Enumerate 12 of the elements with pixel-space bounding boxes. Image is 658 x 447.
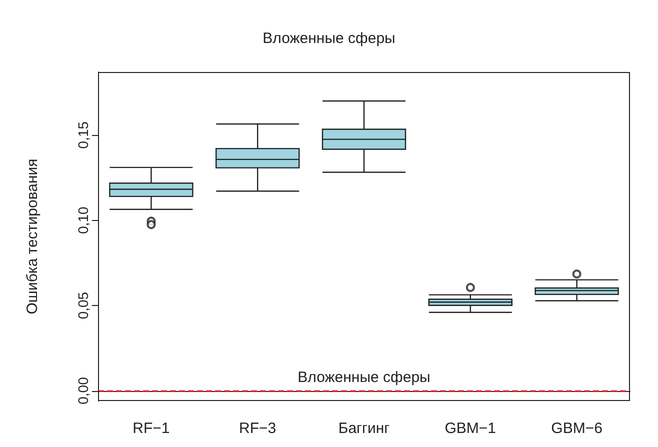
ref-line-label: Вложенные сферы — [298, 368, 430, 386]
y-axis-title: Ошибка тестирования — [24, 158, 41, 314]
y-tick-label: 0,15 — [75, 121, 91, 149]
y-tick-label: 0,05 — [75, 292, 91, 320]
x-tick-label: GBM−6 — [551, 420, 602, 437]
x-tick-label: GBM−1 — [444, 420, 496, 437]
y-tick-label: 0,00 — [75, 376, 91, 404]
y-tick-label: 0,10 — [75, 206, 91, 234]
chart-title: Вложенные сферы — [262, 30, 396, 47]
x-tick-label: Баггинг — [338, 420, 390, 437]
x-tick-label: RF−3 — [239, 420, 276, 437]
x-tick-label: RF−1 — [132, 420, 170, 437]
